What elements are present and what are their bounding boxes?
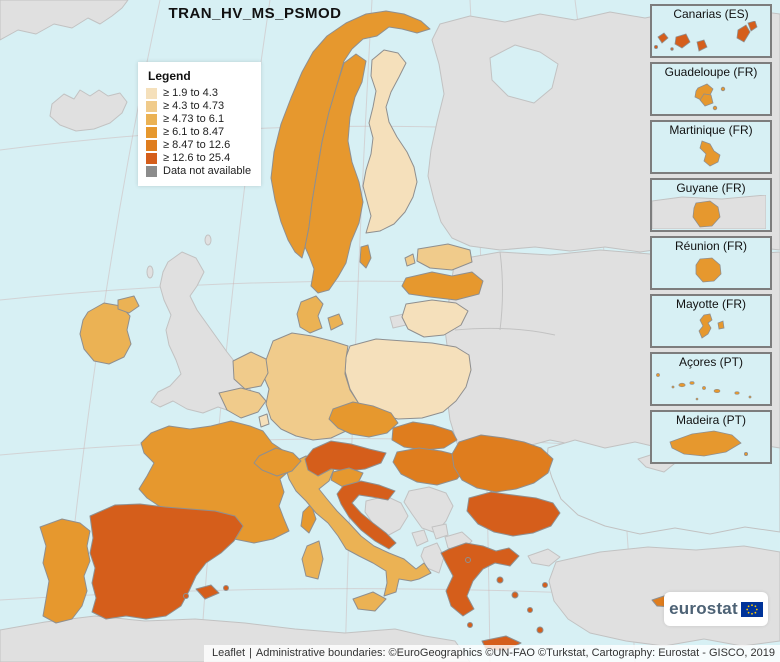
island-menorca[interactable] bbox=[223, 585, 229, 591]
eurostat-logo[interactable]: eurostat bbox=[664, 592, 768, 626]
inset-reunion: Réunion (FR) bbox=[650, 236, 772, 290]
legend-swatch bbox=[146, 100, 157, 112]
country-greece[interactable] bbox=[440, 542, 520, 617]
region-northern-ireland[interactable] bbox=[117, 295, 140, 314]
inset-madeira: Madeira (PT) bbox=[650, 410, 772, 464]
country-denmark[interactable] bbox=[296, 295, 324, 334]
country-netherlands[interactable] bbox=[232, 351, 269, 390]
attribution-separator: | bbox=[249, 647, 252, 659]
islands-balearics[interactable] bbox=[195, 584, 220, 600]
inset-guyane-map bbox=[652, 195, 766, 229]
inset-martinique: Martinique (FR) bbox=[650, 120, 772, 174]
legend-item: ≥ 12.6 to 25.4 bbox=[146, 152, 251, 164]
eu-flag-stars bbox=[746, 603, 758, 615]
estonia-islands[interactable] bbox=[404, 253, 416, 267]
country-montenegro bbox=[411, 529, 429, 547]
legend-item: ≥ 8.47 to 12.6 bbox=[146, 139, 251, 151]
attribution-bar: Leaflet | Administrative boundaries: ©Euro… bbox=[203, 645, 780, 662]
island-gotland[interactable] bbox=[359, 244, 372, 269]
shetland-islands bbox=[204, 234, 212, 246]
country-slovakia[interactable] bbox=[391, 421, 458, 451]
internal-border-russia-belarus bbox=[499, 251, 503, 331]
white-sea bbox=[489, 44, 559, 104]
country-bulgaria[interactable] bbox=[466, 491, 561, 537]
inset-guadeloupe-map bbox=[694, 83, 726, 111]
greek-islands[interactable] bbox=[465, 557, 548, 634]
inset-canarias: Canarias (ES) bbox=[650, 4, 772, 58]
inset-acores-map bbox=[656, 373, 752, 401]
country-lithuania[interactable] bbox=[401, 299, 469, 338]
legend-swatch bbox=[146, 165, 157, 177]
country-portugal[interactable] bbox=[39, 518, 91, 624]
country-albania bbox=[420, 542, 445, 574]
country-belgium[interactable] bbox=[218, 387, 267, 419]
country-croatia[interactable] bbox=[336, 480, 397, 550]
page-title: TRAN_HV_MS_PSMOD bbox=[168, 5, 342, 22]
country-spain[interactable] bbox=[89, 503, 244, 620]
leaflet-link[interactable]: Leaflet bbox=[211, 647, 246, 659]
inset-madeira-map bbox=[669, 430, 749, 457]
inset-guadeloupe: Guadeloupe (FR) bbox=[650, 62, 772, 116]
country-hungary[interactable] bbox=[392, 447, 469, 486]
country-switzerland[interactable] bbox=[253, 447, 302, 477]
country-iceland bbox=[49, 89, 128, 132]
legend: Legend ≥ 1.9 to 4.3 ≥ 4.3 to 4.73 ≥ 4.73… bbox=[138, 62, 262, 186]
country-austria[interactable] bbox=[304, 440, 387, 477]
country-czechia[interactable] bbox=[328, 401, 399, 438]
legend-swatch bbox=[146, 139, 157, 151]
inset-mayotte: Mayotte (FR) bbox=[650, 294, 772, 348]
country-luxembourg[interactable] bbox=[258, 413, 270, 428]
legend-item: Data not available bbox=[146, 165, 251, 177]
legend-swatch bbox=[146, 152, 157, 164]
country-sweden[interactable] bbox=[304, 53, 367, 294]
inset-guyane: Guyane (FR) bbox=[650, 178, 772, 232]
hebrides-islands bbox=[146, 265, 154, 279]
country-latvia[interactable] bbox=[401, 271, 484, 301]
legend-swatch bbox=[146, 87, 157, 99]
country-uk bbox=[150, 251, 253, 414]
country-greenland bbox=[0, 0, 129, 41]
legend-item: ≥ 1.9 to 4.3 bbox=[146, 87, 251, 99]
legend-item: ≥ 4.3 to 4.73 bbox=[146, 100, 251, 112]
country-romania[interactable] bbox=[451, 434, 554, 493]
inset-acores: Açores (PT) bbox=[650, 352, 772, 406]
legend-title: Legend bbox=[148, 69, 191, 83]
outermost-regions-insets: Canarias (ES) Guadeloupe (FR) bbox=[650, 4, 772, 468]
inset-martinique-map bbox=[699, 140, 721, 167]
island-sardinia[interactable] bbox=[301, 540, 324, 580]
denmark-zealand[interactable] bbox=[327, 313, 344, 331]
country-turkey-european bbox=[527, 548, 561, 567]
country-finland[interactable] bbox=[362, 49, 418, 234]
legend-swatch bbox=[146, 126, 157, 138]
eu-flag-icon bbox=[740, 601, 763, 617]
island-ibiza[interactable] bbox=[183, 593, 189, 599]
legend-item: ≥ 4.73 to 6.1 bbox=[146, 113, 251, 125]
country-kosovo bbox=[431, 523, 449, 540]
internal-border-belarus-ukraine bbox=[454, 327, 556, 336]
legend-swatch bbox=[146, 113, 157, 125]
country-estonia[interactable] bbox=[416, 243, 473, 271]
inset-canarias-map bbox=[654, 21, 758, 52]
eurostat-logo-text: eurostat bbox=[669, 599, 738, 618]
legend-item: ≥ 6.1 to 8.47 bbox=[146, 126, 251, 138]
choropleth-countries bbox=[39, 10, 688, 652]
country-italy[interactable] bbox=[285, 455, 432, 597]
inset-mayotte-map bbox=[698, 313, 725, 339]
island-sicily[interactable] bbox=[352, 591, 387, 612]
attribution-text: Administrative boundaries: ©EuroGeograph… bbox=[255, 647, 775, 659]
inset-reunion-map bbox=[695, 257, 722, 283]
